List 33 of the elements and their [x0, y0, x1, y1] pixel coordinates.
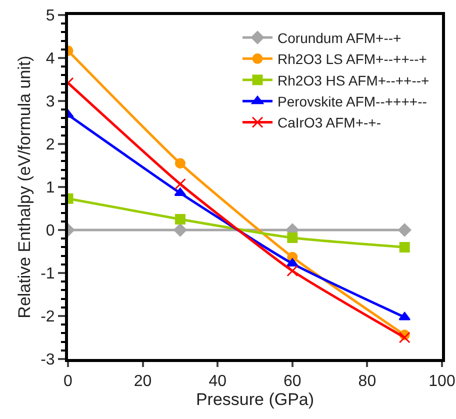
point	[286, 258, 298, 267]
y-tick-label: -1	[40, 266, 55, 283]
legend-label: CaIrO3 AFM+-+-	[278, 114, 382, 131]
y-tick-label: 5	[46, 8, 55, 25]
x-tick-label: 0	[64, 373, 73, 390]
y-tick-label: -3	[40, 352, 55, 369]
point	[398, 332, 410, 344]
point	[174, 178, 186, 190]
x-tick-label: 100	[428, 373, 456, 390]
point	[174, 188, 186, 196]
x-tick-label: 60	[284, 373, 302, 390]
legend-label: Rh2O3 HS AFM+--++--+	[278, 72, 430, 88]
point	[399, 242, 410, 252]
y-tick-label: 2	[46, 136, 55, 154]
point	[398, 223, 412, 237]
point	[174, 223, 187, 237]
point	[174, 214, 186, 224]
x-axis-title: Pressure (GPa)	[196, 390, 314, 410]
point	[287, 232, 298, 243]
y-tick-label: 3	[46, 94, 55, 111]
y-tick-label: 0	[46, 222, 55, 240]
legend-label: Perovskite AFM--++++--	[278, 94, 428, 110]
y-tick-label: 1	[46, 180, 55, 197]
y-axis-title: Relative Enthalpy (eV/formula unit)	[15, 56, 34, 318]
x-tick-label: 80	[358, 373, 376, 390]
y-tick-label: -2	[40, 308, 55, 326]
x-tick-label: 20	[134, 373, 152, 390]
legend-label: Corundum AFM+--+	[278, 30, 402, 46]
x-tick-label: 40	[208, 373, 227, 390]
legend-label: Rh2O3 LS AFM+--++--+	[278, 51, 427, 68]
point	[286, 265, 298, 277]
y-tick-label: 4	[46, 50, 55, 68]
point	[174, 158, 186, 169]
